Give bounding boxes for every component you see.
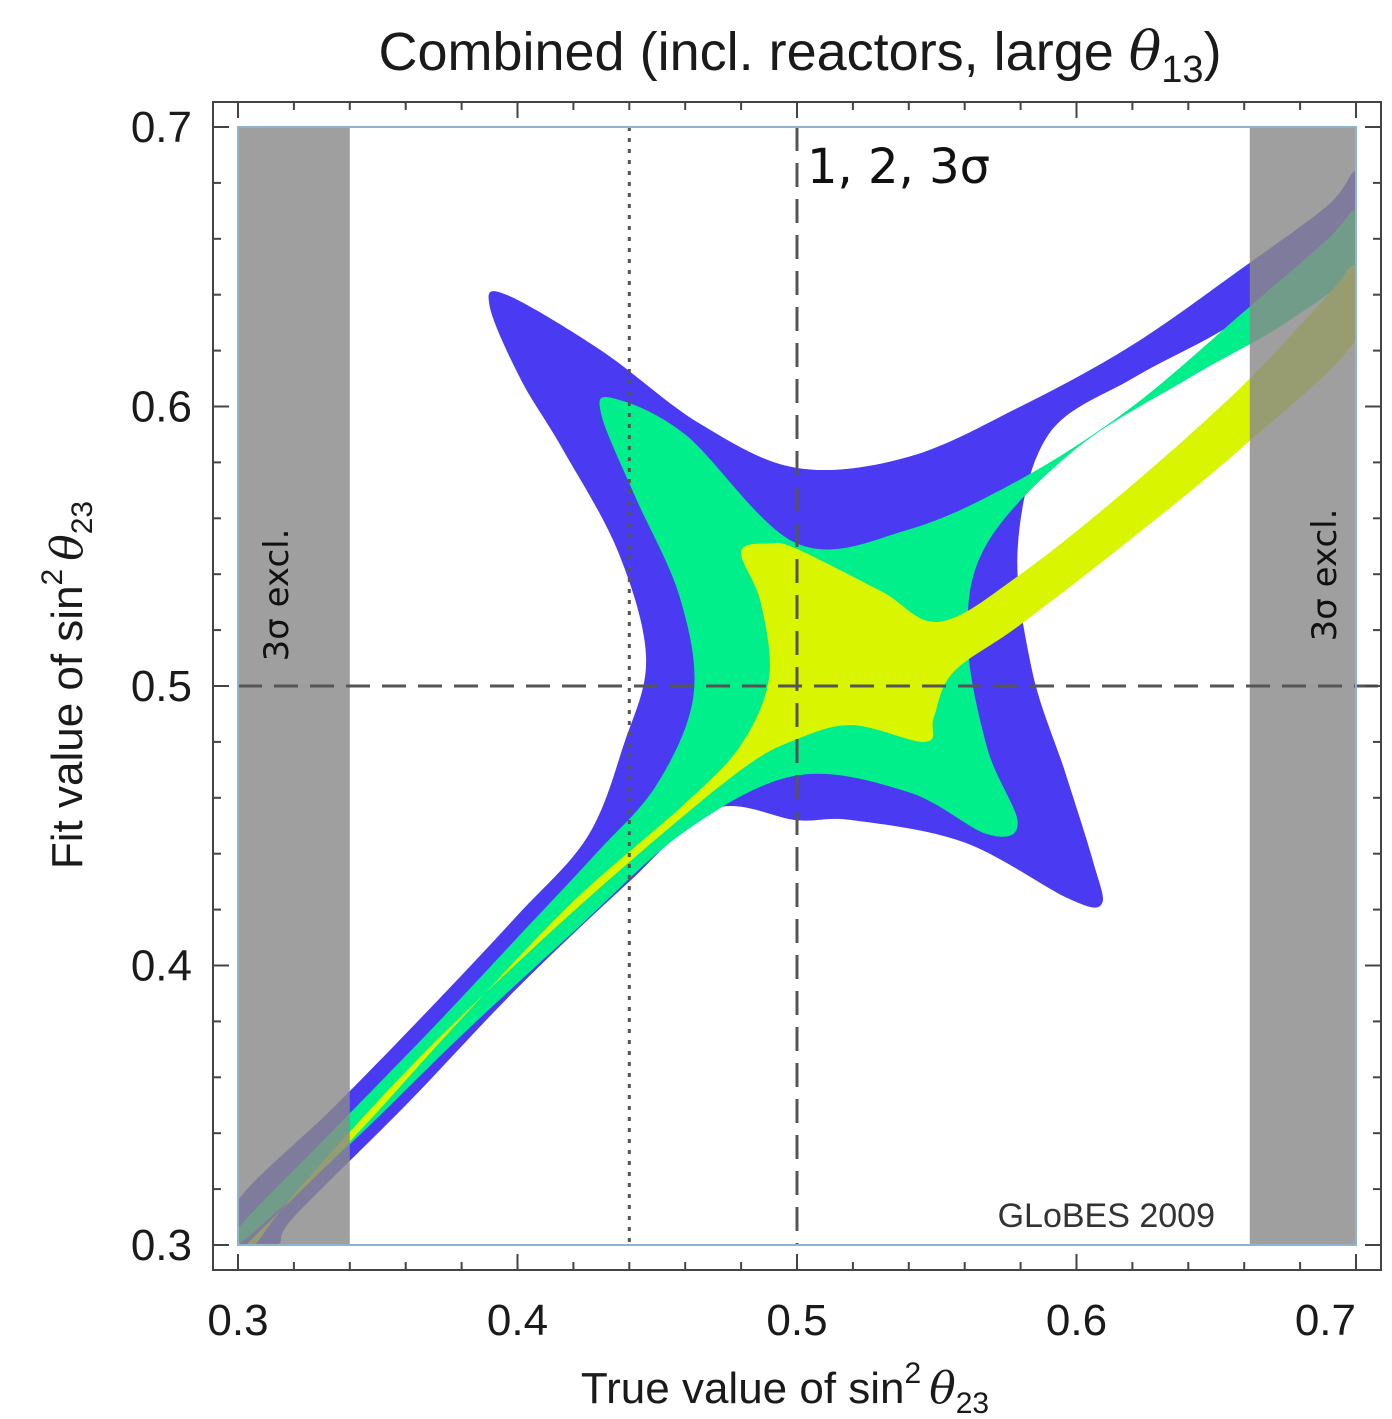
y-tick-label: 0.6 [131,383,192,432]
x-tick-label: 0.6 [1046,1296,1107,1345]
y-axis-label: Fit value of sin2θ23 [36,501,99,869]
y-tick-label: 0.3 [131,1221,192,1270]
x-tick-label: 0.3 [207,1296,268,1345]
left-exclusion-label: 3σ excl. [257,529,297,662]
globes-watermark: GLoBES 2009 [998,1197,1215,1235]
right-exclusion-label: 3σ excl. [1305,509,1345,642]
chart-title: Combined (incl. reactors, large θ13) [378,20,1221,91]
y-tick-label: 0.4 [131,942,192,991]
x-tick-label: 0.5 [766,1296,827,1345]
x-axis-label: True value of sin2 θ23 [581,1357,989,1419]
axis-ticks [213,102,1381,1270]
sigma-levels-label: 1, 2, 3σ [807,139,990,195]
plot-inner-frame [237,126,1357,1246]
x-tick-label: 0.4 [487,1296,548,1345]
y-tick-label: 0.5 [131,662,192,711]
reference-lines [238,127,1381,1245]
x-tick-label: 0.7 [1295,1296,1356,1345]
y-tick-label: 0.7 [131,103,192,152]
